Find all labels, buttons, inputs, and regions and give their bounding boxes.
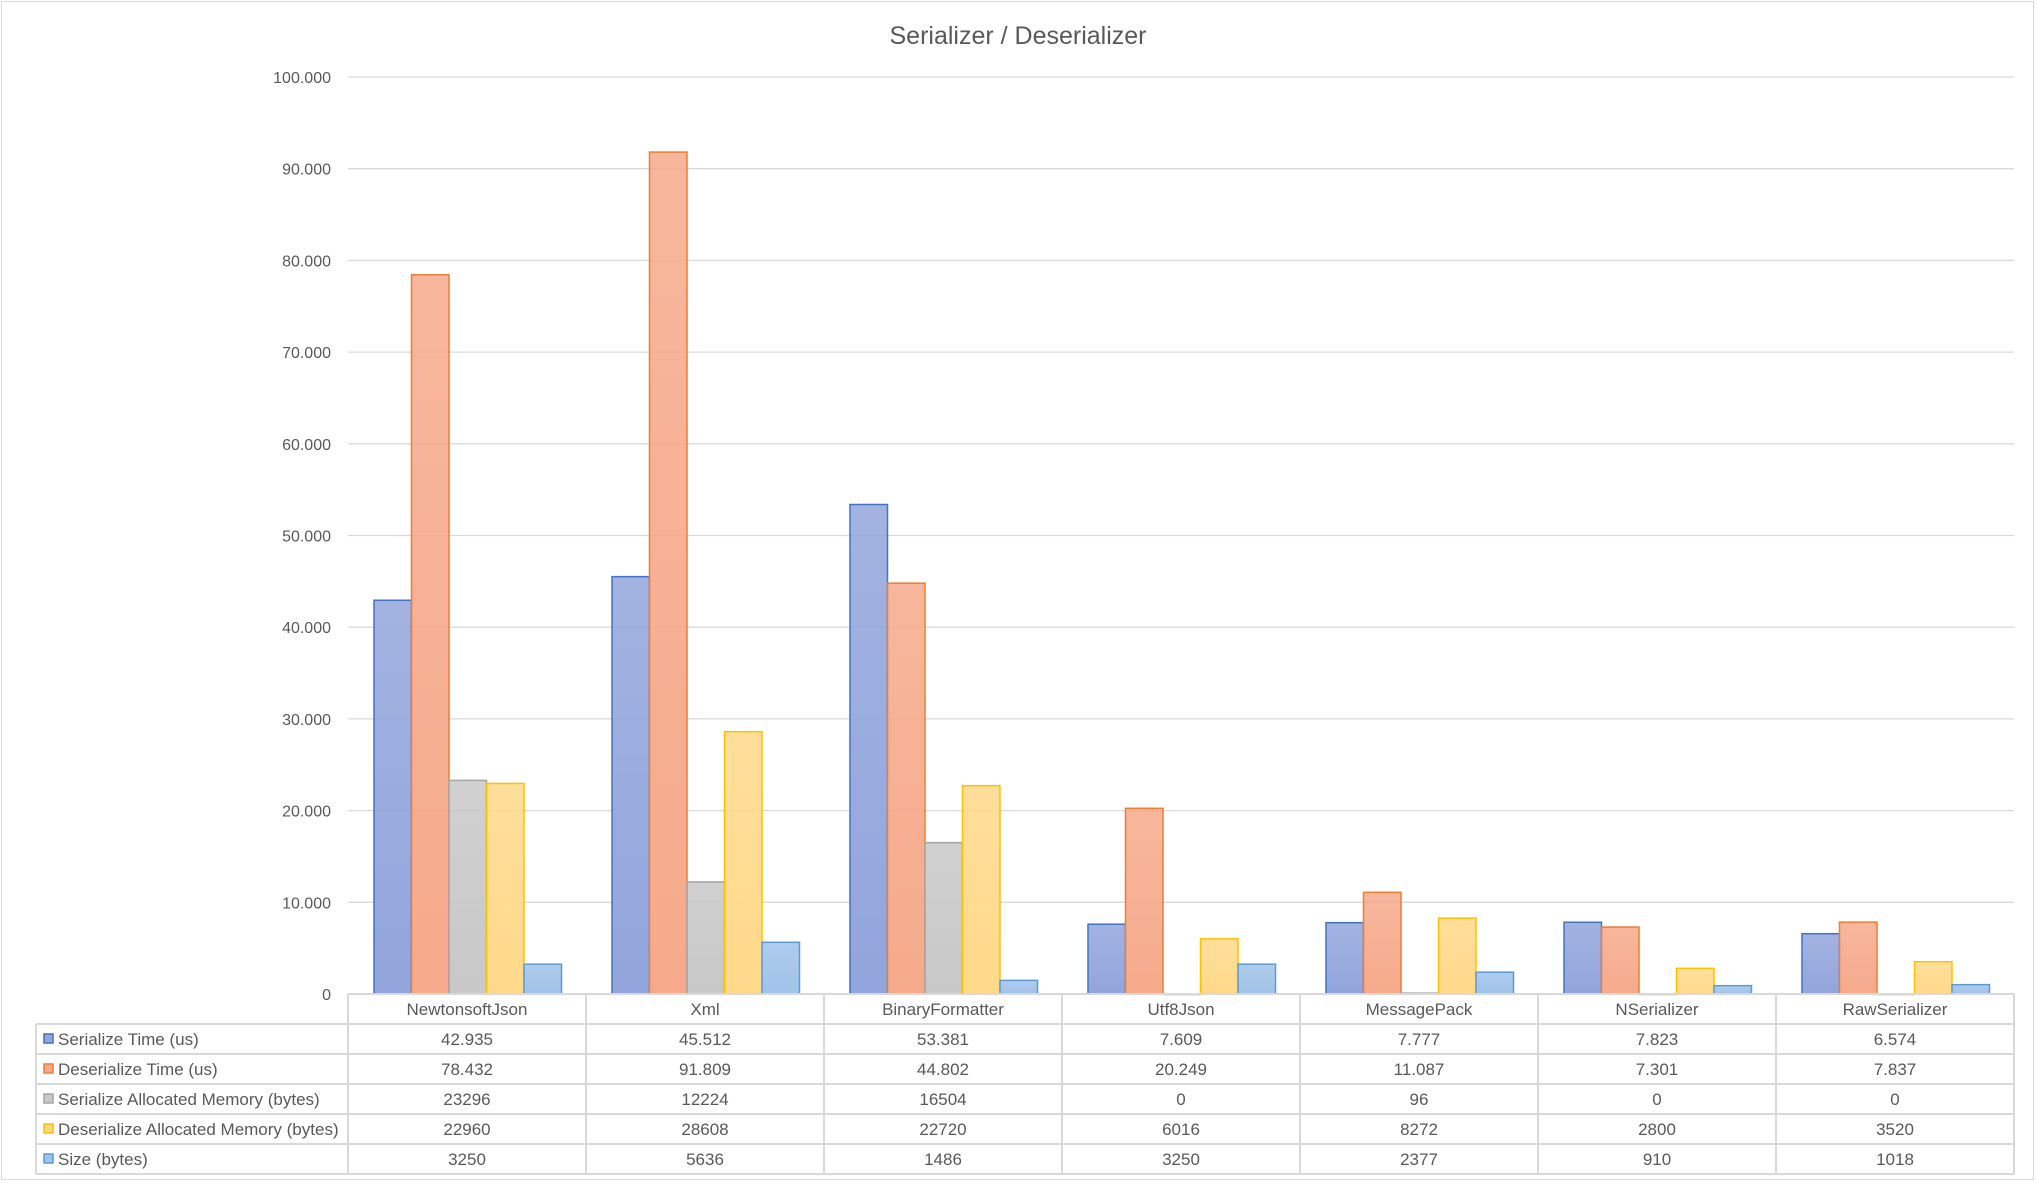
y-tick-label: 50.000 (282, 529, 331, 546)
bar-nserializer-series-3 (1675, 967, 1715, 995)
bar-utf8json-series-0 (1087, 923, 1127, 995)
bar-xml-series-0 (611, 575, 651, 995)
bar-rawserializer-series-3 (1913, 960, 1953, 995)
data-label: 45.512 (679, 1030, 731, 1049)
legend-key-icon (43, 1063, 54, 1074)
bar-utf8json-series-1 (1124, 807, 1164, 995)
chart-title: Serializer / Deserializer (889, 22, 1146, 50)
data-label: 7.777 (1398, 1030, 1441, 1049)
data-label: 1486 (924, 1150, 962, 1169)
data-label: 78.432 (441, 1060, 493, 1079)
bar-messagepack-series-4 (1475, 971, 1515, 995)
data-label: 22720 (919, 1120, 966, 1139)
data-label: 3250 (1162, 1150, 1200, 1169)
data-label: 16504 (919, 1090, 966, 1109)
category-label: NSerializer (1615, 1000, 1698, 1019)
data-label: 910 (1643, 1150, 1671, 1169)
legend-label: Deserialize Time (us) (58, 1060, 218, 1079)
data-label: 2800 (1638, 1120, 1676, 1139)
bar-binaryformatter-series-3 (961, 784, 1001, 995)
data-label: 8272 (1400, 1120, 1438, 1139)
data-label: 7.837 (1874, 1060, 1917, 1079)
category-label: RawSerializer (1843, 1000, 1948, 1019)
bar-newtonsoftjson-series-4 (523, 963, 563, 995)
data-label: 44.802 (917, 1060, 969, 1079)
data-label: 7.301 (1636, 1060, 1679, 1079)
bar-rawserializer-series-1 (1838, 921, 1878, 995)
data-label: 42.935 (441, 1030, 493, 1049)
legend-label: Serialize Allocated Memory (bytes) (58, 1090, 320, 1109)
bar-newtonsoftjson-series-2 (448, 779, 488, 995)
category-label: BinaryFormatter (882, 1000, 1004, 1019)
legend-key-icon (43, 1093, 54, 1104)
bar-messagepack-series-3 (1437, 917, 1477, 995)
bar-nserializer-series-0 (1563, 921, 1603, 995)
bar-binaryformatter-series-0 (849, 503, 889, 995)
data-label: 0 (1890, 1090, 1899, 1109)
data-label: 6016 (1162, 1120, 1200, 1139)
bar-newtonsoftjson-series-1 (410, 274, 450, 995)
data-label: 12224 (681, 1090, 728, 1109)
data-label: 28608 (681, 1120, 728, 1139)
y-tick-label: 10.000 (282, 895, 331, 912)
y-tick-label: 20.000 (282, 804, 331, 821)
bar-binaryformatter-series-1 (886, 582, 926, 995)
data-label: 20.249 (1155, 1060, 1207, 1079)
bar-binaryformatter-series-2 (924, 841, 964, 995)
bar-xml-series-3 (723, 730, 763, 995)
legend-key-icon (43, 1033, 54, 1044)
bar-utf8json-series-4 (1237, 963, 1277, 995)
data-label: 22960 (443, 1120, 490, 1139)
y-tick-label: 90.000 (282, 162, 331, 179)
data-label: 7.823 (1636, 1030, 1679, 1049)
data-label: 23296 (443, 1090, 490, 1109)
bar-newtonsoftjson-series-0 (373, 599, 413, 995)
bar-binaryformatter-series-4 (999, 979, 1039, 995)
y-tick-label: 30.000 (282, 712, 331, 729)
category-label: Xml (690, 1000, 719, 1019)
legend-label: Serialize Time (us) (58, 1030, 199, 1049)
data-label: 7.609 (1160, 1030, 1203, 1049)
y-tick-label: 70.000 (282, 345, 331, 362)
legend-label: Deserialize Allocated Memory (bytes) (58, 1120, 339, 1139)
category-label: MessagePack (1366, 1000, 1473, 1019)
data-label: 91.809 (679, 1060, 731, 1079)
bar-rawserializer-series-0 (1801, 932, 1841, 995)
data-label: 0 (1652, 1090, 1661, 1109)
bar-xml-series-4 (761, 941, 801, 995)
legend-key-icon (43, 1153, 54, 1164)
legend-key-icon (43, 1123, 54, 1134)
data-label: 2377 (1400, 1150, 1438, 1169)
bar-xml-series-2 (686, 881, 726, 995)
y-tick-label: 0 (322, 987, 331, 1004)
data-label: 53.381 (917, 1030, 969, 1049)
bar-nserializer-series-1 (1600, 926, 1640, 995)
data-label: 96 (1410, 1090, 1429, 1109)
bar-nserializer-series-4 (1713, 984, 1753, 995)
y-tick-label: 100.000 (273, 70, 331, 87)
data-label: 3520 (1876, 1120, 1914, 1139)
y-tick-label: 80.000 (282, 253, 331, 270)
bar-utf8json-series-3 (1199, 938, 1239, 995)
data-label: 11.087 (1394, 1060, 1445, 1079)
bar-messagepack-series-1 (1362, 891, 1402, 995)
data-label: 6.574 (1874, 1030, 1917, 1049)
data-label: 1018 (1876, 1150, 1914, 1169)
bar-rawserializer-series-4 (1951, 983, 1991, 995)
data-label: 5636 (686, 1150, 724, 1169)
y-tick-label: 60.000 (282, 437, 331, 454)
category-label: NewtonsoftJson (407, 1000, 528, 1019)
bar-newtonsoftjson-series-3 (485, 782, 525, 995)
category-label: Utf8Json (1147, 1000, 1214, 1019)
y-tick-label: 40.000 (282, 620, 331, 637)
data-label: 3250 (448, 1150, 486, 1169)
bar-xml-series-1 (648, 151, 688, 995)
bar-messagepack-series-0 (1325, 921, 1365, 995)
legend-label: Size (bytes) (58, 1150, 148, 1169)
data-label: 0 (1176, 1090, 1185, 1109)
